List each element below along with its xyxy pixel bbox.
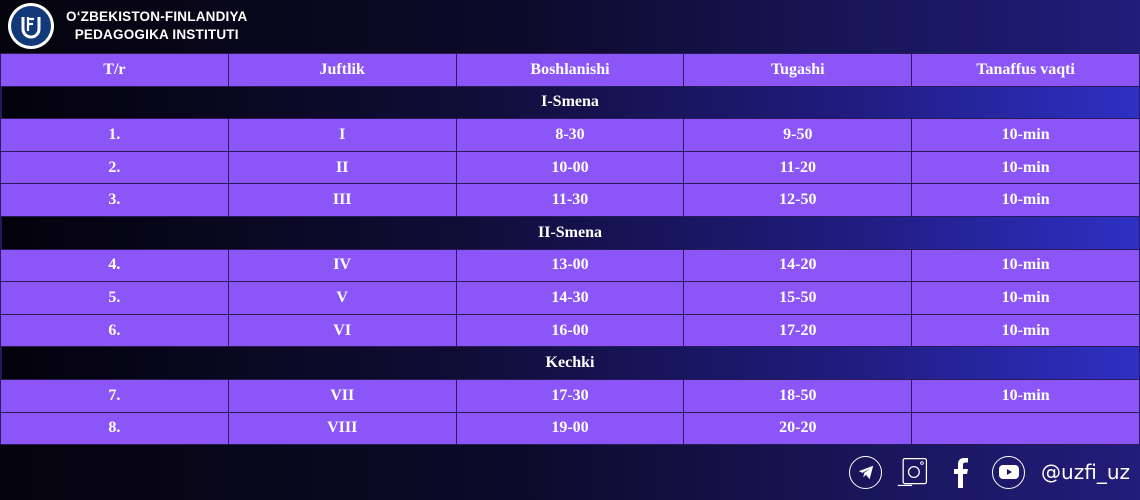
- table-cell: 11-20: [683, 150, 913, 185]
- table-cell: 17-20: [683, 313, 913, 348]
- table-cell: [911, 411, 1140, 446]
- table-row: 6. VI 16-00 17-20 10-min: [0, 313, 1140, 348]
- telegram-icon[interactable]: [849, 455, 883, 489]
- table-row: 7. VII 17-30 18-50 10-min: [0, 378, 1140, 413]
- table-row: 1. I 8-30 9-50 10-min: [0, 118, 1140, 152]
- table-cell: 10-min: [911, 313, 1140, 348]
- table-cell: 19-00: [455, 411, 685, 446]
- section-row: II-Smena: [0, 215, 1140, 250]
- table-cell: I: [227, 118, 457, 152]
- table-cell: 8.: [0, 411, 229, 446]
- table-cell: VII: [227, 378, 457, 413]
- table-row: 4. IV 13-00 14-20 10-min: [0, 248, 1140, 283]
- header: O‘ZBEKISTON-FINLANDIYA PEDAGOGIKA INSTIT…: [0, 0, 1140, 53]
- table-cell: III: [227, 183, 457, 217]
- section-title: II-Smena: [0, 215, 1140, 250]
- social-handle[interactable]: @uzfi_uz: [1041, 460, 1130, 484]
- org-line-2: PEDAGOGIKA INSTITUTI: [74, 27, 239, 42]
- table-cell: V: [227, 281, 457, 315]
- column-header: Tanaffus vaqti: [911, 53, 1140, 87]
- youtube-icon[interactable]: [992, 455, 1026, 489]
- table-cell: 11-30: [455, 183, 685, 217]
- table-cell: 12-50: [683, 183, 913, 217]
- table-cell: 10-min: [911, 378, 1140, 413]
- table-row: 5. V 14-30 15-50 10-min: [0, 281, 1140, 315]
- table-cell: VI: [227, 313, 457, 348]
- column-header: Tugashi: [683, 53, 913, 87]
- table-cell: 10-min: [911, 150, 1140, 185]
- table-cell: 16-00: [455, 313, 685, 348]
- table-cell: II: [227, 150, 457, 185]
- table-cell: 2.: [0, 150, 229, 185]
- section-title: Kechki: [0, 346, 1140, 380]
- column-header: Juftlik: [227, 53, 457, 87]
- section-row: I-Smena: [0, 85, 1140, 120]
- column-header: Boshlanishi: [455, 53, 685, 87]
- table-cell: 9-50: [683, 118, 913, 152]
- table-cell: 10-min: [911, 118, 1140, 152]
- social-footer: @uzfi_uz: [849, 452, 1130, 492]
- institute-name: O‘ZBEKISTON-FINLANDIYA PEDAGOGIKA INSTIT…: [66, 8, 247, 44]
- table-cell: 8-30: [455, 118, 685, 152]
- table-cell: 1.: [0, 118, 229, 152]
- table-cell: 10-min: [911, 248, 1140, 283]
- column-header: T/r: [0, 53, 229, 87]
- table-cell: 4.: [0, 248, 229, 283]
- section-row: Kechki: [0, 346, 1140, 380]
- table-cell: 5.: [0, 281, 229, 315]
- table-cell: IV: [227, 248, 457, 283]
- table-cell: 14-20: [683, 248, 913, 283]
- table-header-row: T/r Juftlik Boshlanishi Tugashi Tanaffus vaq…: [0, 53, 1140, 87]
- table-cell: 17-30: [455, 378, 685, 413]
- table-cell: 14-30: [455, 281, 685, 315]
- table-row: 8. VIII 19-00 20-20: [0, 411, 1140, 446]
- institute-logo: [8, 3, 54, 49]
- table-cell: 13-00: [455, 248, 685, 283]
- table-cell: 20-20: [683, 411, 913, 446]
- section-title: I-Smena: [0, 85, 1140, 120]
- table-row: 2. II 10-00 11-20 10-min: [0, 150, 1140, 185]
- table-row: 3. III 11-30 12-50 10-min: [0, 183, 1140, 217]
- table-cell: 18-50: [683, 378, 913, 413]
- table-cell: 6.: [0, 313, 229, 348]
- schedule-table: T/r Juftlik Boshlanishi Tugashi Tanaffus vaq…: [0, 53, 1140, 446]
- table-cell: 10-00: [455, 150, 685, 185]
- facebook-icon[interactable]: [944, 455, 978, 489]
- table-cell: VIII: [227, 411, 457, 446]
- table-cell: 10-min: [911, 183, 1140, 217]
- table-cell: 7.: [0, 378, 229, 413]
- table-cell: 10-min: [911, 281, 1140, 315]
- org-line-1: O‘ZBEKISTON-FINLANDIYA: [66, 9, 248, 24]
- table-cell: 3.: [0, 183, 229, 217]
- instagram-icon[interactable]: [896, 455, 930, 489]
- table-cell: 15-50: [683, 281, 913, 315]
